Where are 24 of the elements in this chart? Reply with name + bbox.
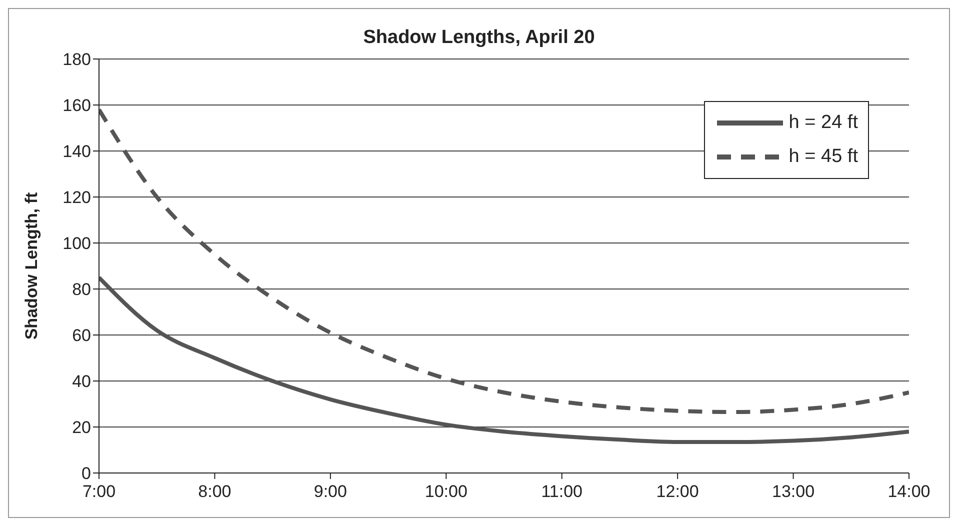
x-tick-label: 11:00 xyxy=(541,482,582,502)
chart-title: Shadow Lengths, April 20 xyxy=(362,27,596,49)
x-tick-label: 14:00 xyxy=(888,482,930,502)
y-tick-label: 140 xyxy=(62,142,91,162)
x-tick-label: 10:00 xyxy=(424,482,468,502)
y-tick-label: 20 xyxy=(72,418,91,438)
legend-label: h = 45 ft xyxy=(788,146,858,168)
y-tick-label: 100 xyxy=(62,234,91,254)
y-tick-label: 0 xyxy=(82,464,91,484)
x-tick-label: 13:00 xyxy=(772,482,815,502)
x-tick-label: 7:00 xyxy=(82,482,116,502)
y-tick-label: 120 xyxy=(62,188,91,208)
x-tick-label: 8:00 xyxy=(198,482,232,502)
line-series xyxy=(99,276,909,444)
y-tick-label: 80 xyxy=(72,280,91,300)
legend-label: h = 24 ft xyxy=(788,112,858,134)
y-tick-label: 40 xyxy=(72,372,91,392)
y-tick-label: 180 xyxy=(62,50,91,70)
x-tick-label: 9:00 xyxy=(314,482,347,502)
x-tick-label: 12:00 xyxy=(656,482,699,502)
y-tick-label: 60 xyxy=(72,326,91,346)
line-series xyxy=(99,108,909,414)
y-axis-title: Shadow Length, ft xyxy=(22,192,42,340)
y-tick-label: 160 xyxy=(62,96,91,116)
